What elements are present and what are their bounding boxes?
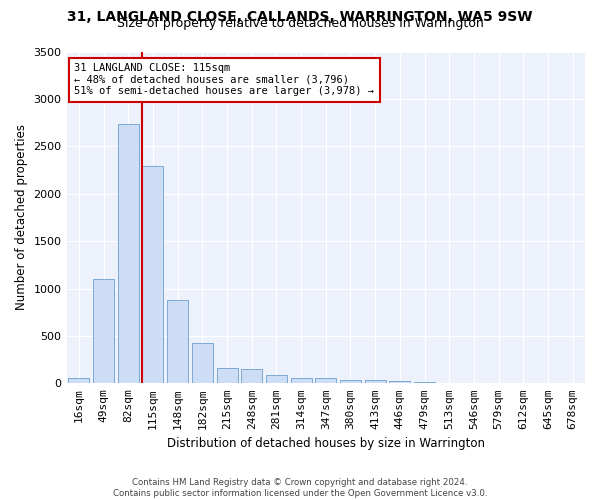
Bar — [167, 300, 188, 384]
Text: 31 LANGLAND CLOSE: 115sqm
← 48% of detached houses are smaller (3,796)
51% of se: 31 LANGLAND CLOSE: 115sqm ← 48% of detac… — [74, 63, 374, 96]
Bar — [142, 166, 163, 384]
Bar — [315, 378, 336, 384]
Bar — [118, 124, 139, 384]
Bar — [290, 378, 311, 384]
Bar — [241, 368, 262, 384]
Bar — [340, 380, 361, 384]
Bar — [217, 368, 238, 384]
Bar — [414, 382, 435, 384]
Bar — [266, 375, 287, 384]
Bar — [365, 380, 386, 384]
Y-axis label: Number of detached properties: Number of detached properties — [15, 124, 28, 310]
Bar — [93, 279, 114, 384]
Bar — [389, 382, 410, 384]
Bar — [68, 378, 89, 384]
Text: 31, LANGLAND CLOSE, CALLANDS, WARRINGTON, WA5 9SW: 31, LANGLAND CLOSE, CALLANDS, WARRINGTON… — [67, 10, 533, 24]
Text: Size of property relative to detached houses in Warrington: Size of property relative to detached ho… — [116, 18, 484, 30]
Text: Contains HM Land Registry data © Crown copyright and database right 2024.
Contai: Contains HM Land Registry data © Crown c… — [113, 478, 487, 498]
Bar — [192, 344, 213, 384]
X-axis label: Distribution of detached houses by size in Warrington: Distribution of detached houses by size … — [167, 437, 485, 450]
